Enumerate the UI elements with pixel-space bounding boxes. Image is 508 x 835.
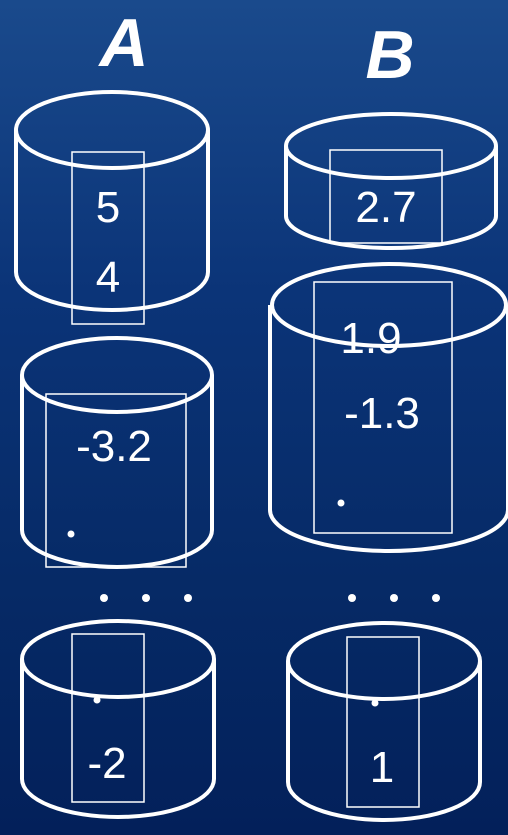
bucket-b2: 1.9 -1.3 — [268, 262, 508, 553]
bucket-a1-body — [14, 130, 210, 312]
bucket-b2-continuation-dot — [337, 499, 345, 507]
ellipsis-dot — [348, 594, 356, 602]
column-a-title: A — [97, 5, 148, 81]
bucket-b2-slot — [313, 281, 453, 534]
bucket-a1-rim — [14, 90, 210, 170]
bucket-b1: 2.7 — [284, 112, 498, 250]
bucket-a2-body — [20, 375, 214, 569]
bucket-a3: -2 — [20, 619, 216, 819]
bucket-a3-value-1: -2 — [87, 739, 126, 788]
bucket-b3-value-1: 1 — [370, 743, 394, 792]
bucket-b1-body — [284, 146, 498, 250]
bucket-b3-rim — [286, 621, 482, 701]
ellipsis-dot — [184, 594, 192, 602]
bucket-a3-rim — [20, 619, 216, 699]
ellipsis-dot — [432, 594, 440, 602]
bucket-a3-body — [20, 659, 216, 819]
bucket-a3-continuation-dot — [93, 696, 101, 704]
column-b-title: B — [365, 17, 414, 93]
bucket-a2-rim — [20, 336, 214, 414]
bucket-b3-continuation-dot — [371, 699, 379, 707]
bucket-b3-slot — [346, 636, 420, 808]
column-a-ellipsis — [100, 594, 192, 602]
bucket-a2-slot — [45, 393, 187, 568]
bucket-a1-value-1: 5 — [96, 183, 120, 232]
bucket-a3-slot — [71, 633, 145, 803]
bucket-b1-value-1: 2.7 — [355, 183, 416, 232]
bucket-b2-rim — [270, 262, 508, 348]
ellipsis-dot — [142, 594, 150, 602]
bucket-b3-body — [286, 661, 482, 822]
bucket-a2-continuation-dot — [67, 530, 75, 538]
bucket-b1-slot — [329, 149, 443, 244]
column-b-ellipsis — [348, 594, 440, 602]
bucket-b2-value-2: -1.3 — [344, 389, 420, 438]
bucket-a1: 5 4 — [14, 90, 210, 325]
bucket-b2-value-1: 1.9 — [340, 314, 401, 363]
bucket-b1-rim — [284, 112, 498, 180]
bucket-b2-body — [268, 305, 508, 553]
bucket-b3: 1 — [286, 621, 482, 822]
bucket-a1-value-2: 4 — [96, 253, 120, 302]
bucket-a2-value-1: -3.2 — [76, 422, 152, 471]
bucket-a2: -3.2 — [20, 336, 214, 569]
bucket-a1-slot — [71, 151, 145, 325]
ellipsis-dot — [390, 594, 398, 602]
ellipsis-dot — [100, 594, 108, 602]
